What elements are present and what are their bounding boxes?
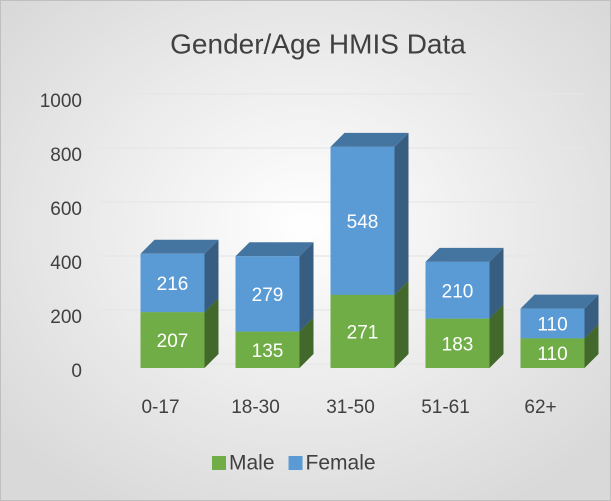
bar-front — [425, 261, 490, 319]
chart-title: Gender/Age HMIS Data — [170, 28, 466, 59]
bar-side — [584, 294, 599, 339]
bar-side — [394, 280, 409, 368]
value-label: 110 — [537, 344, 567, 365]
y-tick-label: 800 — [50, 145, 82, 166]
value-label: 216 — [157, 274, 189, 295]
bar — [425, 247, 504, 319]
bar-side — [584, 324, 599, 368]
value-label: 548 — [347, 212, 379, 233]
bar-side — [394, 132, 409, 295]
value-label: 183 — [442, 334, 474, 355]
bar-front — [330, 146, 395, 295]
bar-front — [235, 256, 300, 332]
bar-side — [489, 247, 504, 319]
legend-label: Male — [229, 452, 275, 475]
y-tick-label: 200 — [50, 307, 82, 328]
bar-side — [204, 298, 219, 368]
bar-front — [520, 308, 585, 339]
value-label: 210 — [442, 281, 474, 302]
y-tick-label: 400 — [50, 253, 82, 274]
value-label: 279 — [252, 285, 284, 306]
bar — [520, 294, 599, 339]
legend-label: Female — [306, 452, 376, 475]
legend-swatch — [288, 456, 303, 470]
bar-side — [299, 242, 314, 332]
x-tick-label: 31-50 — [326, 397, 375, 418]
bar-front — [140, 312, 205, 368]
x-tick-label: 62+ — [524, 397, 556, 418]
value-label: 207 — [157, 331, 189, 352]
x-tick-label: 0-17 — [141, 397, 179, 418]
y-tick-label: 1000 — [40, 91, 82, 112]
value-label: 135 — [252, 341, 284, 362]
y-tick-label: 600 — [50, 199, 82, 220]
bar — [140, 239, 219, 313]
bar-front — [330, 294, 395, 368]
value-label: 271 — [347, 322, 379, 343]
x-tick-label: 18-30 — [231, 397, 280, 418]
bar-front — [425, 318, 490, 368]
bar-side — [299, 317, 314, 368]
bar — [330, 132, 409, 295]
bar-side — [204, 239, 219, 313]
bar-front — [140, 253, 205, 313]
bar-side — [489, 304, 504, 368]
bar-top — [330, 132, 409, 147]
y-tick-label: 0 — [71, 361, 82, 382]
legend-swatch — [212, 456, 226, 470]
bar-front — [520, 338, 585, 368]
bar-front — [235, 331, 300, 368]
x-tick-label: 51-61 — [421, 397, 470, 418]
bar-top — [235, 242, 314, 257]
bar-top — [425, 247, 504, 262]
bar-top — [140, 239, 219, 254]
bar-top — [520, 294, 599, 309]
value-label: 110 — [537, 314, 567, 335]
bar — [235, 242, 314, 332]
